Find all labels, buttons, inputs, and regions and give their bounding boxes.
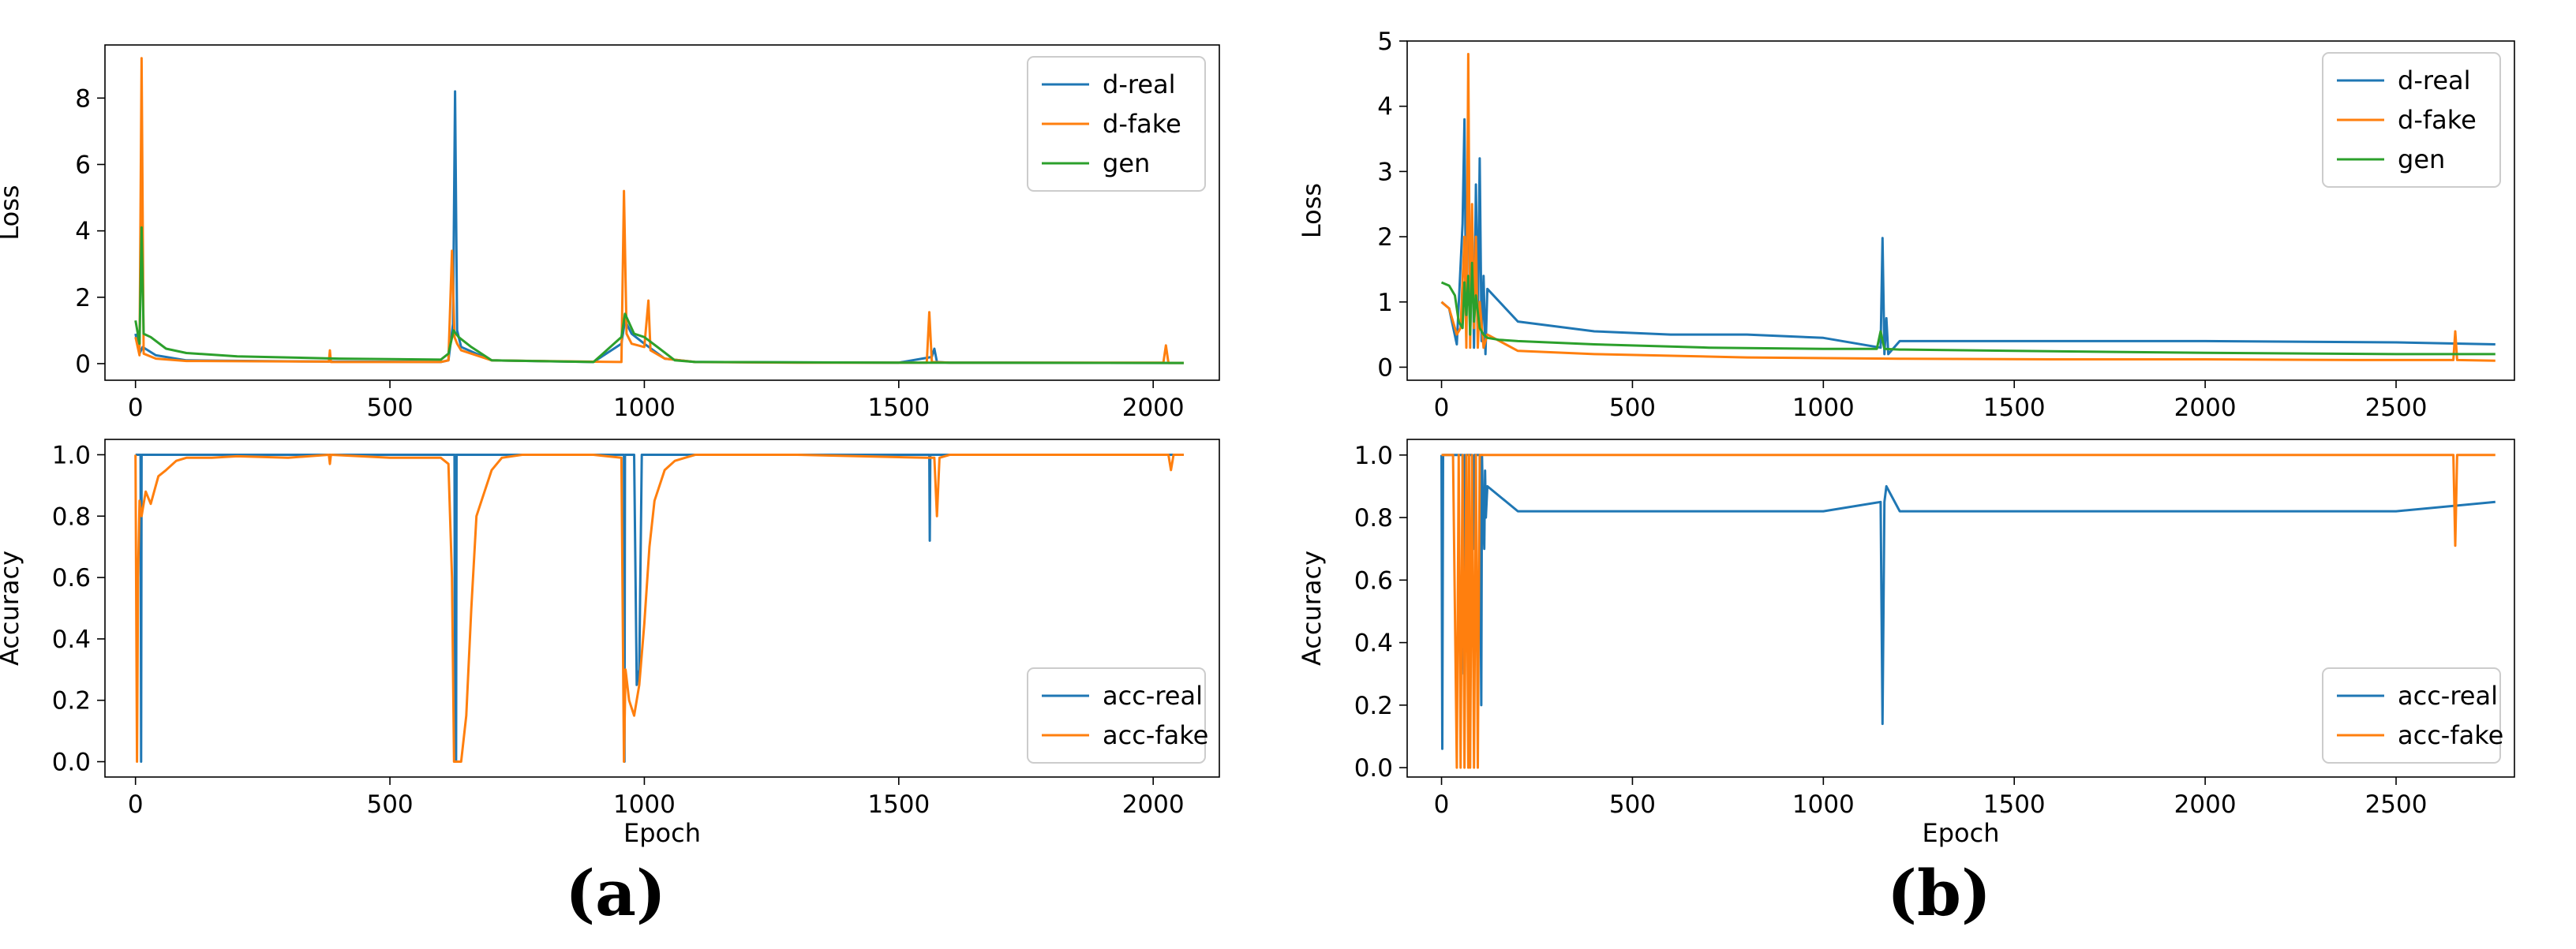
y-tick-label: 0.8 — [52, 503, 91, 531]
series-line-d-real — [134, 90, 1184, 364]
y-tick-label: 2 — [75, 284, 91, 312]
legend-label: d-real — [1103, 69, 1176, 99]
legend-box — [2322, 667, 2501, 764]
axes-frame — [104, 439, 1220, 778]
y-tick-label: 0.0 — [52, 749, 91, 777]
y-tick-label: 4 — [75, 218, 91, 246]
panel-label-a: (a) — [565, 856, 666, 930]
series-line-acc-real — [135, 454, 1184, 763]
legend-label: d-fake — [1103, 109, 1181, 139]
series-line-d-fake — [134, 57, 1184, 364]
x-tick-label: 500 — [366, 394, 413, 422]
chart-a-loss: 0 500 1000 1500 2000 0 2 4 6 8 Loss d-real d-fake gen — [0, 44, 1220, 422]
chart-b-loss: 0 500 1000 1500 2000 2500 0 1 2 3 4 5 Loss d-real d-fa… — [1297, 28, 2515, 422]
chart-b-accuracy: 0 500 1000 1500 2000 2500 0.0 0.2 0.4 0.6 0.8 1.0 Ac… — [1297, 439, 2515, 848]
x-tick-label: 1500 — [867, 790, 930, 819]
y-axis-label: Loss — [1297, 183, 1327, 238]
legend-label: acc-real — [1103, 681, 1203, 711]
y-tick-label: 3 — [1377, 158, 1393, 186]
x-tick-label: 1000 — [1792, 394, 1855, 422]
x-tick-label: 0 — [1434, 394, 1450, 422]
panel-label-b: (b) — [1887, 856, 1991, 930]
x-axis-label: Epoch — [623, 818, 701, 848]
x-tick-label: 500 — [1609, 394, 1656, 422]
legend-label: d-real — [2398, 65, 2471, 95]
y-tick-label: 0.6 — [52, 564, 91, 592]
y-tick-label: 5 — [1377, 28, 1393, 56]
x-tick-label: 500 — [1609, 790, 1656, 819]
y-tick-label: 1.0 — [52, 441, 91, 469]
chart-a-accuracy: 0 500 1000 1500 2000 0.0 0.2 0.4 0.6 0.8 1.0 Accura… — [0, 439, 1220, 848]
x-tick-label: 2000 — [2174, 394, 2237, 422]
y-tick-label: 0.8 — [1354, 504, 1393, 532]
x-tick-label: 1000 — [613, 394, 676, 422]
series-line-gen — [134, 226, 1184, 364]
x-tick-label: 0 — [128, 790, 144, 819]
y-axis-label: Accuracy — [1297, 551, 1327, 666]
y-axis-label: Accuracy — [0, 551, 24, 666]
x-tick-label: 2500 — [2365, 790, 2428, 819]
y-tick-label: 0 — [1377, 353, 1393, 382]
y-tick-label: 0 — [75, 350, 91, 379]
axes-frame — [1406, 40, 2515, 381]
x-tick-label: 2000 — [2174, 790, 2237, 819]
legend-label: gen — [1103, 148, 1150, 178]
y-tick-label: 8 — [75, 84, 91, 113]
y-tick-label: 1.0 — [1354, 442, 1393, 470]
x-tick-label: 0 — [128, 394, 144, 422]
y-tick-label: 0.4 — [52, 626, 91, 654]
y-tick-label: 2 — [1377, 223, 1393, 252]
x-tick-label: 2500 — [2365, 394, 2428, 422]
y-tick-label: 6 — [75, 151, 91, 179]
y-tick-label: 4 — [1377, 93, 1393, 121]
series-line-gen — [1440, 261, 2496, 356]
x-tick-label: 1000 — [613, 790, 676, 819]
y-tick-label: 0.0 — [1354, 754, 1393, 783]
legend-box — [1027, 56, 1206, 192]
y-tick-label: 0.6 — [1354, 566, 1393, 595]
legend-label: d-fake — [2398, 105, 2477, 135]
x-axis-label: Epoch — [1923, 818, 2000, 848]
axes-frame — [1406, 439, 2515, 778]
x-tick-label: 1500 — [1983, 394, 2046, 422]
y-axis-label: Loss — [0, 185, 24, 240]
axes-frame — [104, 44, 1220, 381]
legend-label: acc-fake — [1103, 720, 1208, 750]
x-tick-label: 2000 — [1122, 394, 1185, 422]
legend-label: acc-real — [2398, 681, 2498, 711]
legend-label: acc-fake — [2398, 720, 2503, 750]
series-line-d-fake — [1440, 53, 2496, 362]
series-line-acc-fake — [1441, 454, 2496, 769]
x-tick-label: 500 — [366, 790, 413, 819]
series-line-acc-fake — [134, 454, 1184, 763]
x-tick-label: 1500 — [1983, 790, 2046, 819]
legend-box — [2322, 52, 2501, 188]
legend-box — [1027, 667, 1206, 764]
y-tick-label: 0.2 — [52, 687, 91, 715]
x-tick-label: 1500 — [867, 394, 930, 422]
series-line-acc-real — [1440, 454, 2496, 750]
x-tick-label: 2000 — [1122, 790, 1185, 819]
x-tick-label: 1000 — [1792, 790, 1855, 819]
y-tick-label: 0.2 — [1354, 692, 1393, 720]
x-tick-label: 0 — [1434, 790, 1450, 819]
y-tick-label: 1 — [1377, 289, 1393, 317]
legend-label: gen — [2398, 144, 2445, 174]
y-tick-label: 0.4 — [1354, 630, 1393, 658]
